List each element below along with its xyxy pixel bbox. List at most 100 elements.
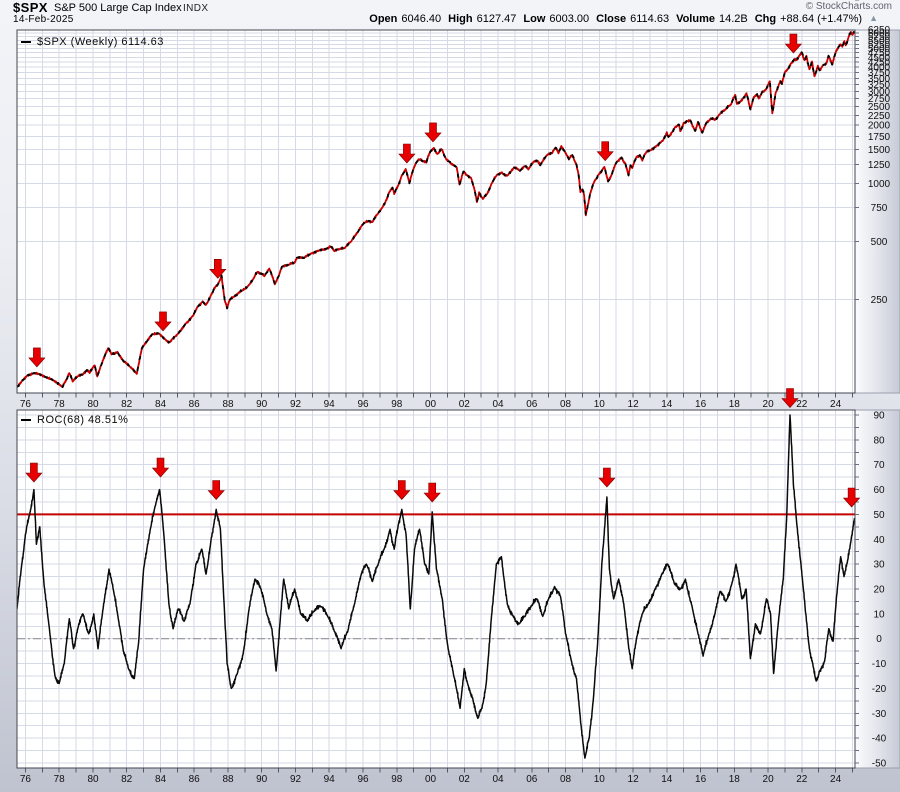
x-axis-tick-label: 76: [20, 399, 32, 410]
y-axis-tick-label: 0: [876, 634, 882, 645]
x-axis-tick-label: 90: [256, 399, 268, 410]
x-axis-tick-label: 20: [763, 774, 775, 785]
signal-arrow-icon: [784, 33, 803, 54]
signal-arrow-icon: [207, 480, 225, 500]
x-axis-lower: 76 78 80 82 84 86 88 90 92 94 96 98 00 02 04 06 08 10 12 14…: [20, 768, 853, 785]
roc-y-axis: -50 -40 -30 -20 -10 0 10 20 30 40 50 60 70 80 90: [855, 411, 887, 770]
x-axis-upper: 76 78 80 82 84 86 88 90 92 94 96 98 00 02 04 06 08 10 12 14…: [20, 393, 853, 410]
y-axis-tick-label: 2000: [868, 121, 891, 132]
signal-arrow-icon: [209, 259, 227, 279]
x-axis-tick-label: 22: [796, 399, 808, 410]
x-axis-tick-label: 18: [729, 774, 741, 785]
x-axis-tick-label: 82: [121, 774, 133, 785]
x-axis-tick-label: 84: [155, 774, 167, 785]
x-axis-tick-label: 78: [54, 399, 66, 410]
y-axis-tick-label: -10: [872, 659, 887, 670]
y-axis-tick-label: 3750: [868, 68, 891, 79]
price-y-axis: 250 500 750 1000 1250 1500 1750200022502500275…: [855, 0, 891, 306]
y-axis-tick-label: 6250: [868, 25, 891, 36]
y-axis-tick-label: 5500: [868, 36, 891, 47]
x-axis-tick-label: 24: [830, 399, 842, 410]
y-axis-tick-label: 10: [873, 609, 885, 620]
y-axis-tick-label: 50: [873, 510, 885, 521]
x-axis-tick-label: 14: [661, 774, 673, 785]
y-axis-tick-label: 3250: [868, 80, 891, 91]
x-axis-tick-label: 12: [628, 399, 640, 410]
quote-chg: Chg +88.64 (+1.47%): [755, 13, 862, 25]
x-axis-tick-label: 86: [189, 774, 201, 785]
x-axis-tick-label: 86: [189, 399, 201, 410]
quote-volume-label: Volume: [676, 13, 715, 25]
x-axis-tick-label: 84: [155, 399, 167, 410]
x-axis-tick-label: 94: [324, 774, 336, 785]
x-axis-tick-label: 04: [492, 774, 504, 785]
signal-arrow-icon: [424, 122, 442, 143]
x-axis-tick-label: 88: [222, 399, 234, 410]
x-axis-tick-label: 76: [20, 774, 32, 785]
roc-line: [17, 414, 855, 759]
quote-row: Open 6046.40 High 6127.47 Low 6003.00 Close…: [369, 13, 878, 25]
y-axis-tick-label: 1750: [868, 132, 891, 143]
x-axis-tick-label: 98: [391, 774, 403, 785]
price-axis-strip: [854, 29, 900, 394]
y-axis-tick-label: 500: [871, 237, 888, 248]
price-plot-border: [16, 29, 856, 394]
price-legend-dash-icon: [21, 41, 31, 43]
x-axis-tick-label: 94: [324, 399, 336, 410]
quote-high: High 6127.47: [448, 13, 516, 25]
y-axis-tick-label: 2750: [868, 94, 891, 105]
y-axis-tick-label: 30: [873, 560, 885, 571]
x-axis-tick-label: 80: [87, 399, 99, 410]
y-axis-tick-label: 5000: [868, 44, 891, 55]
signal-arrow-icon: [25, 462, 43, 483]
signal-arrow-icon: [781, 388, 799, 408]
signal-arrow-icon: [151, 457, 170, 478]
x-axis-tick-label: 02: [459, 774, 471, 785]
change-up-icon: ▲: [869, 13, 878, 23]
y-axis-tick-label: -30: [872, 709, 887, 720]
x-axis-tick-label: 22: [796, 774, 808, 785]
price-gridlines: [17, 32, 855, 301]
y-axis-tick-label: 4750: [868, 48, 891, 59]
signal-arrow-icon: [596, 141, 614, 162]
x-axis-tick-label: 78: [54, 774, 66, 785]
y-axis-tick-label: -40: [872, 734, 887, 745]
quote-close-label: Close: [596, 13, 627, 25]
x-axis-tick-label: 24: [830, 774, 842, 785]
quote-volume: Volume 14.2B: [676, 13, 748, 25]
x-axis-tick-label: 96: [357, 774, 369, 785]
x-axis-tick-label: 08: [560, 774, 572, 785]
quote-open-label: Open: [369, 13, 398, 25]
x-axis-tick-label: 92: [290, 399, 302, 410]
quote-high-value: 6127.47: [476, 13, 517, 25]
y-axis-tick-label: 4500: [868, 53, 891, 64]
quote-high-label: High: [448, 13, 473, 25]
x-axis-tick-label: 16: [695, 399, 707, 410]
signal-arrow-icon: [423, 482, 441, 503]
x-axis-tick-label: 90: [256, 774, 268, 785]
x-axis-tick-label: 08: [560, 399, 572, 410]
y-axis-tick-label: 80: [873, 435, 885, 446]
quote-close: Close 6114.63: [596, 13, 669, 25]
y-axis-tick-label: 20: [873, 585, 885, 596]
roc-legend: ROC(68) 48.51%: [21, 414, 128, 426]
price-legend-text: $SPX (Weekly) 6114.63: [37, 36, 164, 48]
x-axis-tick-label: 88: [222, 774, 234, 785]
x-axis-tick-label: 02: [459, 399, 471, 410]
roc-signal-arrows: [25, 388, 861, 508]
symbol: $SPX: [13, 0, 48, 15]
signal-arrow-icon: [28, 347, 46, 368]
chart-date: 14-Feb-2025: [13, 14, 74, 25]
y-axis-tick-label: 5750: [868, 32, 891, 43]
price-legend: $SPX (Weekly) 6114.63: [21, 36, 164, 48]
y-axis-tick-label: 60: [873, 485, 885, 496]
roc-line-path: [17, 414, 855, 759]
quote-chg-label: Chg: [754, 13, 777, 25]
index-name: S&P 500 Large Cap Index: [54, 2, 182, 14]
y-axis-tick-label: 90: [873, 411, 885, 422]
y-axis-tick-label: 2500: [868, 102, 891, 113]
quote-open: Open 6046.40: [369, 13, 441, 25]
x-axis-tick-label: 04: [492, 399, 504, 410]
